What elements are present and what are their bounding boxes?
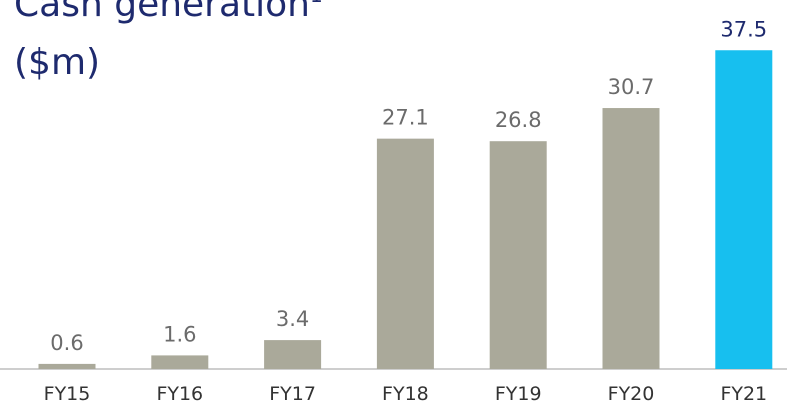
x-tick-label: FY15 (44, 383, 91, 405)
x-tick-label: FY21 (720, 383, 767, 405)
title-footnote: 1 (310, 0, 323, 7)
x-tick-label: FY18 (382, 383, 429, 405)
chart-title: Cash generation1 (14, 0, 323, 25)
x-tick-label: FY20 (608, 383, 655, 405)
value-label: 26.8 (495, 108, 542, 132)
bar (602, 108, 660, 370)
value-label: 0.6 (50, 331, 83, 355)
bar (264, 340, 322, 369)
bar (489, 141, 547, 369)
value-label: 27.1 (382, 106, 429, 130)
x-tick-label: FY19 (495, 383, 542, 405)
bar (376, 138, 434, 369)
value-label: 3.4 (276, 307, 309, 331)
value-label: 30.7 (608, 75, 655, 99)
bar (38, 363, 96, 369)
value-label: 37.5 (720, 17, 767, 41)
x-tick-label: FY16 (156, 383, 203, 405)
value-label: 1.6 (163, 322, 196, 346)
chart-subtitle: ($m) (14, 42, 100, 83)
x-tick-label: FY17 (269, 383, 316, 405)
bar (151, 355, 209, 369)
bar (715, 50, 773, 369)
title-text: Cash generation (14, 0, 310, 25)
